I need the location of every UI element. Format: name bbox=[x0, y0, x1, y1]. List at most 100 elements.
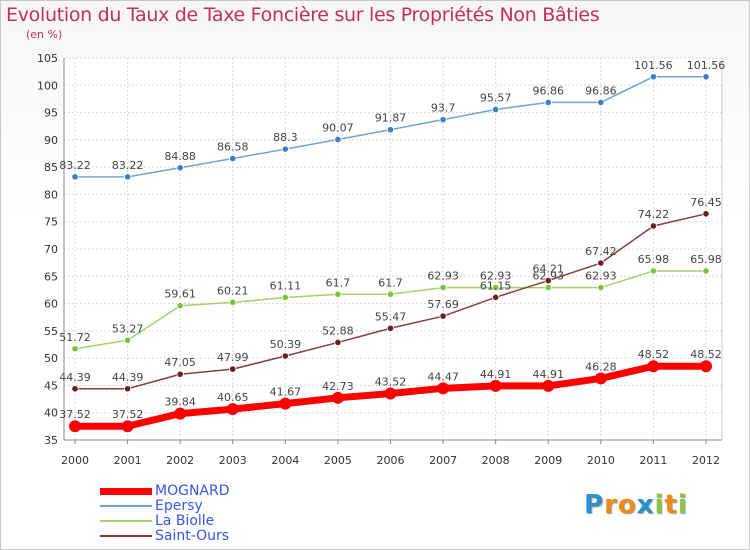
data-point-mognard bbox=[331, 391, 344, 404]
y-tick-label: 95 bbox=[44, 107, 58, 120]
data-label-epersy: 84.88 bbox=[164, 150, 196, 163]
data-label-epersy: 86.58 bbox=[217, 141, 249, 154]
data-point-epersy bbox=[229, 154, 237, 163]
logo-letter: r bbox=[604, 490, 618, 520]
data-point-saint-ours bbox=[229, 365, 237, 373]
data-point-mognard bbox=[437, 382, 450, 395]
data-label-mognard: 48.52 bbox=[690, 348, 722, 361]
data-label-epersy: 93.7 bbox=[431, 102, 456, 115]
data-point-saint-ours bbox=[439, 312, 447, 320]
data-label-la-biolle: 51.72 bbox=[59, 331, 91, 344]
data-label-la-biolle: 61.7 bbox=[326, 276, 351, 289]
data-point-mognard bbox=[279, 397, 292, 410]
chart-subtitle: (en %) bbox=[26, 28, 63, 41]
data-point-saint-ours bbox=[649, 222, 658, 230]
y-tick-label: 105 bbox=[37, 52, 58, 65]
x-tick-label: 2002 bbox=[166, 454, 194, 467]
data-label-epersy: 96.86 bbox=[585, 84, 617, 97]
data-point-saint-ours bbox=[597, 259, 605, 267]
data-point-mognard bbox=[489, 379, 502, 392]
y-tick-label: 45 bbox=[44, 379, 58, 392]
y-tick-label: 80 bbox=[44, 188, 58, 201]
data-label-la-biolle: 60.21 bbox=[217, 284, 249, 297]
data-point-la-biolle bbox=[281, 293, 289, 302]
data-point-epersy bbox=[702, 73, 710, 81]
data-point-epersy bbox=[386, 126, 395, 134]
data-label-saint-ours: 57.69 bbox=[427, 298, 459, 311]
data-point-epersy bbox=[334, 135, 342, 144]
data-label-la-biolle: 62.93 bbox=[585, 270, 617, 283]
legend-label: Epersy bbox=[155, 498, 203, 514]
data-point-mognard bbox=[647, 360, 660, 373]
y-tick-label: 50 bbox=[44, 352, 58, 365]
logo-letter: t bbox=[664, 490, 678, 520]
data-point-epersy bbox=[597, 98, 605, 107]
proxiti-logo: Proxiti bbox=[584, 490, 688, 520]
data-label-mognard: 42.73 bbox=[322, 380, 354, 393]
data-label-mognard: 37.52 bbox=[59, 408, 91, 421]
legend-swatch bbox=[100, 487, 152, 495]
data-point-mognard bbox=[174, 407, 187, 420]
data-label-la-biolle: 61.11 bbox=[270, 280, 302, 293]
data-point-la-biolle bbox=[176, 302, 184, 310]
data-point-mognard bbox=[542, 379, 555, 392]
data-label-saint-ours: 52.88 bbox=[322, 324, 354, 337]
data-label-la-biolle: 53.27 bbox=[112, 322, 144, 335]
legend-label: Saint-Ours bbox=[155, 528, 230, 544]
x-tick-label: 2000 bbox=[61, 454, 89, 467]
data-label-mognard: 39.84 bbox=[164, 396, 196, 409]
x-tick-label: 2009 bbox=[534, 454, 562, 467]
data-point-epersy bbox=[649, 73, 658, 81]
data-point-mognard bbox=[384, 387, 397, 400]
data-point-saint-ours bbox=[71, 385, 79, 393]
data-label-la-biolle: 65.98 bbox=[690, 253, 722, 266]
y-tick-label: 65 bbox=[44, 270, 58, 283]
data-label-mognard: 40.65 bbox=[217, 391, 249, 404]
data-label-saint-ours: 47.05 bbox=[164, 356, 196, 369]
data-point-epersy bbox=[123, 173, 132, 181]
data-point-mognard bbox=[69, 420, 81, 433]
data-point-mognard bbox=[226, 403, 239, 416]
data-point-la-biolle bbox=[492, 283, 500, 292]
data-label-mognard: 48.52 bbox=[638, 348, 670, 361]
data-label-saint-ours: 67.42 bbox=[585, 245, 617, 258]
data-point-la-biolle bbox=[702, 267, 710, 275]
data-label-epersy: 96.86 bbox=[533, 84, 565, 97]
data-label-epersy: 88.3 bbox=[273, 131, 298, 144]
legend-label: MOGNARD bbox=[155, 483, 230, 499]
y-tick-label: 85 bbox=[44, 161, 58, 174]
x-tick-label: 2012 bbox=[692, 454, 720, 467]
data-point-la-biolle bbox=[649, 267, 658, 275]
x-tick-label: 2011 bbox=[639, 454, 667, 467]
data-point-la-biolle bbox=[123, 336, 132, 344]
data-label-saint-ours: 47.99 bbox=[217, 351, 249, 364]
data-label-saint-ours: 50.39 bbox=[270, 338, 302, 351]
legend-swatch bbox=[100, 520, 152, 522]
data-label-la-biolle: 62.93 bbox=[480, 270, 512, 283]
data-label-mognard: 44.91 bbox=[533, 368, 565, 381]
x-tick-label: 2001 bbox=[114, 454, 142, 467]
data-label-saint-ours: 76.45 bbox=[690, 196, 722, 209]
data-label-epersy: 90.07 bbox=[322, 121, 354, 134]
logo-letter: P bbox=[584, 490, 605, 520]
data-label-saint-ours: 44.39 bbox=[59, 371, 91, 384]
data-point-epersy bbox=[439, 116, 447, 124]
data-label-la-biolle: 65.98 bbox=[638, 253, 670, 266]
data-point-la-biolle bbox=[597, 283, 605, 292]
data-label-la-biolle: 62.93 bbox=[427, 270, 459, 283]
data-point-epersy bbox=[176, 164, 184, 172]
data-point-la-biolle bbox=[71, 345, 79, 353]
y-tick-label: 90 bbox=[44, 134, 58, 147]
data-point-la-biolle bbox=[334, 290, 342, 298]
logo-letter: i bbox=[677, 490, 688, 520]
data-point-saint-ours bbox=[544, 276, 552, 285]
x-tick-label: 2005 bbox=[324, 454, 352, 467]
data-label-saint-ours: 44.39 bbox=[112, 371, 144, 384]
y-tick-label: 100 bbox=[37, 79, 58, 92]
x-tick-label: 2010 bbox=[587, 454, 615, 467]
x-tick-label: 2006 bbox=[377, 454, 405, 467]
data-point-saint-ours bbox=[386, 324, 395, 332]
logo-letter: o bbox=[617, 490, 637, 520]
x-tick-label: 2008 bbox=[482, 454, 510, 467]
data-point-mognard bbox=[594, 372, 607, 385]
